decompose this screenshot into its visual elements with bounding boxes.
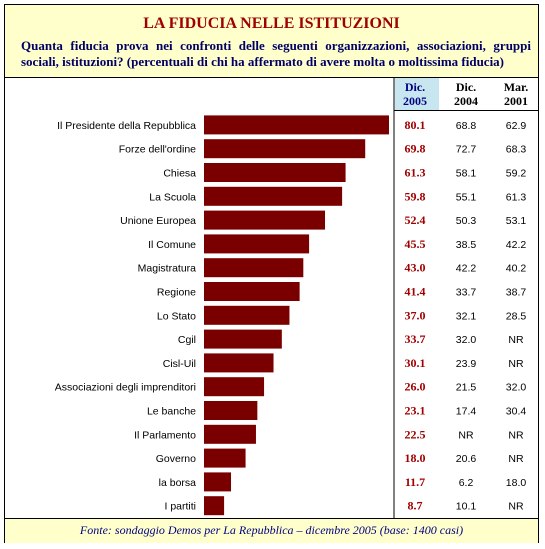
column-header-highlight [395, 78, 439, 110]
table-cell-value: 18.0 [405, 451, 426, 465]
table-cell-value: 42.2 [506, 239, 527, 251]
bar [204, 258, 304, 278]
table-cell-value: 42.2 [456, 263, 477, 275]
bar [204, 472, 232, 492]
table-cell-value: 32.0 [506, 382, 527, 394]
chart-footer: Fonte: sondaggio Demos per La Repubblica… [5, 518, 538, 543]
table-cell-value: 23.9 [456, 358, 477, 370]
table-cell-value: 20.6 [456, 453, 477, 465]
table-cell-value: 30.4 [506, 406, 527, 418]
table-cell-value: NR [458, 429, 474, 441]
table-cell-value: 59.8 [405, 189, 426, 203]
table-cell-value: 17.4 [456, 406, 477, 418]
table-cell-value: 30.1 [405, 356, 426, 370]
table-cell-value: 8.7 [408, 499, 423, 513]
category-label: I partiti [164, 501, 196, 513]
table-cell-value: NR [508, 358, 524, 370]
bar [204, 139, 366, 159]
bar [204, 329, 282, 349]
table-cell-value: NR [508, 429, 524, 441]
bar [204, 448, 246, 468]
table-cell-value: 28.5 [506, 310, 527, 322]
chart-source-note: Fonte: sondaggio Demos per La Repubblica… [79, 523, 464, 537]
table-cell-value: 58.1 [456, 168, 477, 180]
table-cell-value: 69.8 [405, 142, 426, 156]
category-label: Associazioni degli imprenditori [55, 382, 196, 394]
category-label: Il Presidente della Repubblica [57, 120, 196, 132]
bar [204, 377, 265, 397]
table-cell-value: 33.7 [405, 332, 426, 346]
table-cell-value: 68.3 [506, 144, 527, 156]
table-cell-value: 53.1 [506, 215, 527, 227]
table-cell-value: 23.1 [405, 404, 426, 418]
category-label: Governo [156, 453, 196, 465]
table-cell-value: 43.0 [405, 261, 426, 275]
category-label: Magistratura [138, 263, 197, 275]
table-cell-value: 11.7 [405, 475, 425, 489]
bar [204, 401, 258, 420]
table-cell-value: 32.0 [456, 334, 477, 346]
column-header-label: Dic. [456, 80, 476, 94]
table-cell-value: NR [508, 334, 524, 346]
chart-subtitle: Quanta fiducia prova nei confronti delle… [21, 38, 531, 69]
table-cell-value: 59.2 [506, 168, 527, 180]
column-header-label: Dic. [405, 80, 425, 94]
table-cell-value: 21.5 [456, 382, 477, 394]
category-label: la borsa [159, 477, 197, 489]
category-label: Le banche [147, 406, 196, 418]
table-cell-value: 61.3 [506, 191, 527, 203]
bar [204, 424, 256, 444]
bar [204, 353, 274, 373]
column-header-year: 2001 [504, 94, 528, 108]
chart-header: LA FIDUCIA NELLE ISTITUZIONI Quanta fidu… [5, 5, 538, 78]
table-cell-value: 38.7 [506, 287, 527, 299]
category-label: Chiesa [163, 168, 196, 180]
table-cell-value: 45.5 [405, 237, 426, 251]
bar [204, 163, 346, 182]
table-cell-value: 37.0 [405, 308, 426, 322]
table-cell-value: 6.2 [459, 477, 474, 489]
table-cell-value: 50.3 [456, 215, 477, 227]
bar [204, 305, 290, 325]
category-label: Regione [157, 287, 196, 299]
table-cell-value: 62.9 [506, 120, 527, 132]
bar [204, 282, 300, 301]
table-cell-value: 52.4 [405, 213, 426, 227]
table-cell-value: NR [508, 453, 524, 465]
table-cell-value: 61.3 [405, 166, 426, 180]
table-cell-value: 32.1 [456, 310, 477, 322]
bar [204, 234, 310, 254]
column-header-label: Mar. [504, 80, 529, 94]
category-label: Il Comune [148, 239, 196, 251]
chart-frame: LA FIDUCIA NELLE ISTITUZIONI Quanta fidu… [4, 4, 539, 543]
table-cell-value: 80.1 [405, 118, 426, 132]
table-cell-value: 22.5 [405, 427, 426, 441]
table-cell-value: 40.2 [506, 263, 527, 275]
table-cell-value: NR [508, 501, 524, 513]
table-cell-value: 41.4 [405, 285, 426, 299]
category-label: Unione Europea [120, 215, 196, 227]
table-cell-value: 55.1 [456, 191, 477, 203]
bar [204, 496, 225, 516]
table-cell-value: 68.8 [456, 120, 477, 132]
category-label: Lo Stato [157, 310, 196, 322]
table-cell-value: 10.1 [456, 501, 477, 513]
table-cell-value: 33.7 [456, 287, 477, 299]
table-cell-value: 26.0 [405, 380, 426, 394]
chart-title: LA FIDUCIA NELLE ISTITUZIONI [143, 15, 400, 32]
bar [204, 115, 389, 135]
bar [204, 210, 326, 230]
category-label: Il Parlamento [134, 429, 196, 441]
table-cell-value: 38.5 [456, 239, 477, 251]
category-label: Forze dell'ordine [119, 144, 196, 156]
table-cell-value: 72.7 [456, 144, 477, 156]
category-label: Cisl-Uil [163, 358, 196, 370]
bar [204, 186, 343, 206]
category-label: La Scuola [149, 191, 196, 203]
category-label: Cgil [178, 334, 196, 346]
table-cell-value: 18.0 [506, 477, 527, 489]
column-header-year: 2005 [403, 94, 427, 108]
column-header-year: 2004 [454, 94, 478, 108]
